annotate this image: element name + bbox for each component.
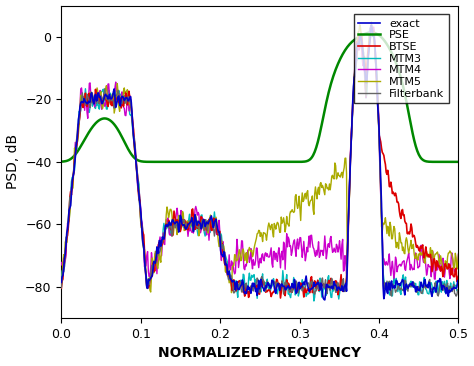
exact [233,281,239,285]
exact [385,291,391,296]
MTM5 [228,291,234,295]
MTM5 [66,219,72,223]
exact [115,94,121,98]
X-axis label: NORMALIZED FREQUENCY: NORMALIZED FREQUENCY [158,347,362,361]
MTM4 [191,231,196,235]
exact [191,229,196,234]
Line: BTSE: BTSE [61,29,458,298]
MTM4 [58,262,64,267]
PSE [191,160,197,164]
MTM3 [385,280,391,284]
MTM4 [66,214,72,219]
Filterbank [191,225,196,229]
Legend: exact, PSE, BTSE, MTM3, MTM4, MTM5, Filterbank: exact, PSE, BTSE, MTM3, MTM4, MTM5, Filt… [354,14,449,103]
Line: MTM5: MTM5 [61,22,458,293]
exact [66,208,72,212]
MTM5 [369,20,374,24]
MTM3 [367,26,373,30]
BTSE [115,98,121,102]
MTM4 [368,23,374,28]
Filterbank [66,205,72,209]
MTM3 [233,279,239,283]
BTSE [191,215,196,219]
MTM5 [385,224,391,228]
Filterbank [233,281,239,286]
Line: MTM3: MTM3 [61,28,458,301]
MTM3 [191,217,196,222]
MTM4 [414,255,419,259]
Line: PSE: PSE [61,33,458,162]
MTM4 [432,277,438,281]
MTM5 [58,283,64,287]
MTM3 [66,218,72,223]
PSE [234,160,240,164]
MTM5 [456,252,461,257]
PSE [414,149,420,153]
Line: Filterbank: Filterbank [61,30,458,296]
PSE [456,160,461,164]
exact [369,23,374,27]
MTM3 [115,91,121,95]
exact [456,279,461,284]
BTSE [385,168,391,172]
MTM4 [233,255,239,259]
exact [414,284,420,289]
BTSE [369,26,374,31]
BTSE [66,212,72,217]
Filterbank [456,287,461,291]
BTSE [278,296,283,300]
Filterbank [369,27,375,32]
BTSE [414,243,420,248]
MTM3 [414,289,420,294]
Filterbank [58,285,64,290]
MTM4 [115,90,121,94]
MTM5 [234,258,240,262]
BTSE [58,286,64,290]
Filterbank [115,88,121,93]
Line: exact: exact [61,25,458,300]
exact [322,298,328,302]
MTM4 [456,252,461,256]
PSE [154,160,160,164]
PSE [369,30,374,35]
BTSE [456,274,461,279]
Line: MTM4: MTM4 [61,26,458,279]
MTM5 [414,257,420,262]
MTM4 [384,262,390,266]
exact [58,280,64,284]
MTM3 [311,299,317,303]
Filterbank [384,279,390,283]
PSE [58,160,64,164]
PSE [66,158,72,162]
Y-axis label: PSD, dB: PSD, dB [6,134,19,190]
MTM5 [115,91,121,95]
Filterbank [414,290,419,294]
PSE [115,128,121,132]
Filterbank [453,294,459,298]
MTM3 [58,278,64,282]
BTSE [233,289,239,293]
MTM5 [191,225,196,229]
MTM3 [456,290,461,294]
PSE [385,43,391,48]
